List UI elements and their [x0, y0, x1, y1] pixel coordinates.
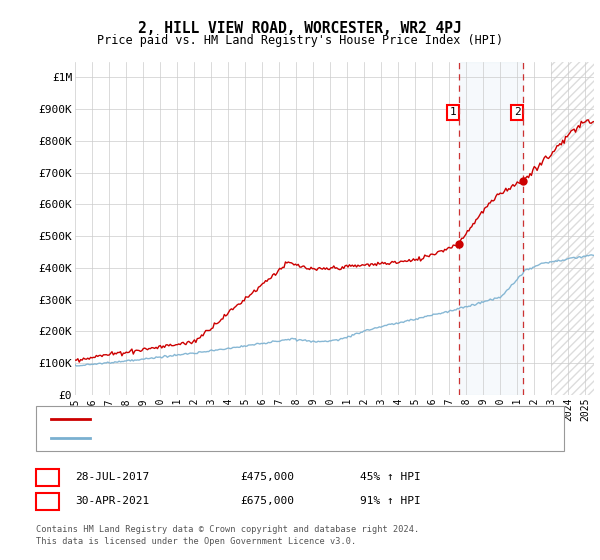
Text: Contains HM Land Registry data © Crown copyright and database right 2024.
This d: Contains HM Land Registry data © Crown c…	[36, 525, 419, 546]
Text: 2: 2	[514, 108, 520, 118]
Text: Price paid vs. HM Land Registry's House Price Index (HPI): Price paid vs. HM Land Registry's House …	[97, 34, 503, 46]
Text: 1: 1	[450, 108, 457, 118]
Text: 2: 2	[44, 494, 51, 508]
Text: £675,000: £675,000	[240, 496, 294, 506]
Text: £475,000: £475,000	[240, 472, 294, 482]
Text: 30-APR-2021: 30-APR-2021	[75, 496, 149, 506]
Text: HPI: Average price, detached house, Worcester: HPI: Average price, detached house, Worc…	[99, 433, 380, 444]
Text: 2, HILL VIEW ROAD, WORCESTER, WR2 4PJ: 2, HILL VIEW ROAD, WORCESTER, WR2 4PJ	[138, 21, 462, 36]
Bar	[551, 62, 594, 395]
Text: 2, HILL VIEW ROAD, WORCESTER, WR2 4PJ (detached house): 2, HILL VIEW ROAD, WORCESTER, WR2 4PJ (d…	[99, 413, 437, 423]
Text: 45% ↑ HPI: 45% ↑ HPI	[360, 472, 421, 482]
Bar	[459, 62, 523, 395]
Bar	[551, 62, 594, 395]
Text: 91% ↑ HPI: 91% ↑ HPI	[360, 496, 421, 506]
Text: 1: 1	[44, 470, 51, 484]
Text: 28-JUL-2017: 28-JUL-2017	[75, 472, 149, 482]
